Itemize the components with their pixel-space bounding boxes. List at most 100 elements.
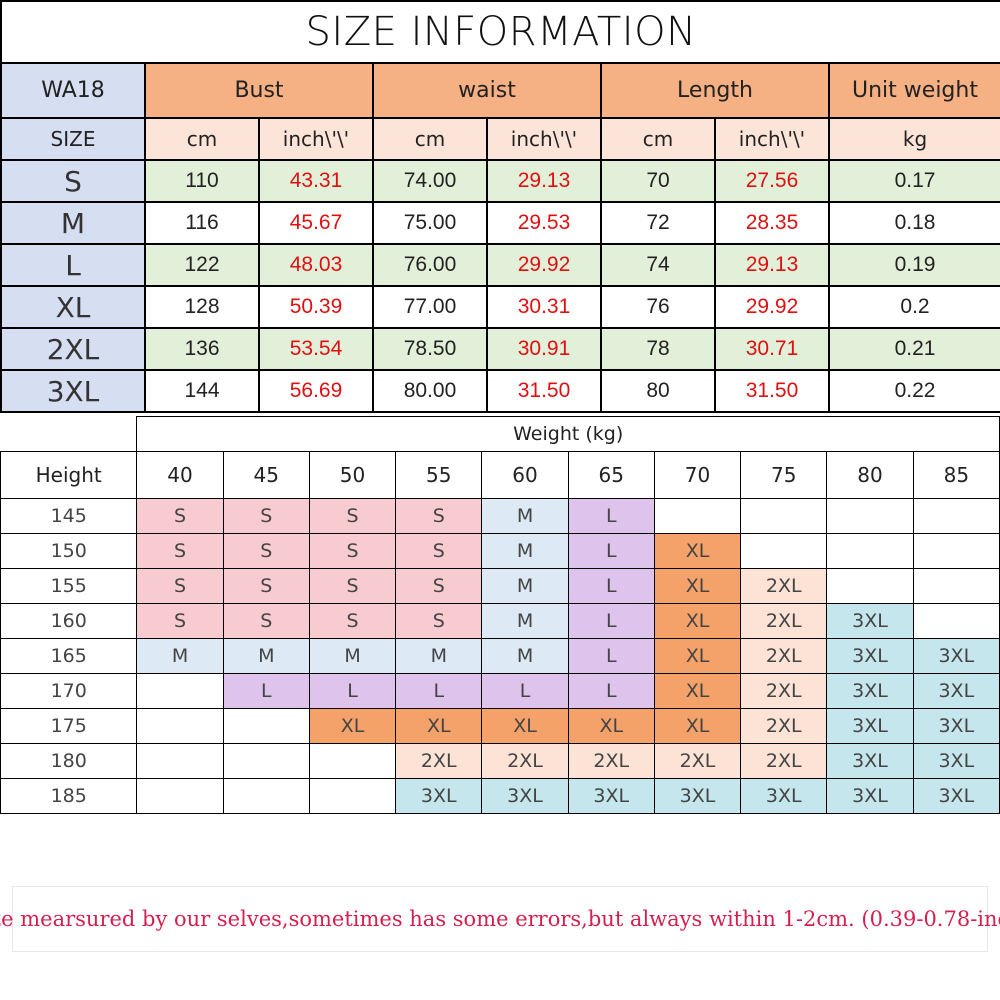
recommended-size-cell: 2XL xyxy=(740,708,828,744)
measurement-value: 29.53 xyxy=(486,201,602,245)
recommended-size-cell xyxy=(136,743,224,779)
measurement-value: 0.18 xyxy=(828,201,1000,245)
measurement-value: 0.21 xyxy=(828,327,1000,371)
height-label: 180 xyxy=(0,743,138,779)
bust-header: Bust xyxy=(144,62,374,119)
recommended-size-cell xyxy=(912,498,1000,534)
recommended-size-cell: 3XL xyxy=(826,708,914,744)
height-label: 160 xyxy=(0,603,138,639)
height-label: 170 xyxy=(0,673,138,709)
recommended-size-cell: S xyxy=(136,568,224,604)
weight-header: 85 xyxy=(912,451,1000,499)
recommended-size-cell: 3XL xyxy=(826,778,914,814)
recommended-size-cell xyxy=(740,533,828,569)
measurement-value: 76 xyxy=(600,285,716,329)
height-label: 145 xyxy=(0,498,138,534)
measurement-value: 0.22 xyxy=(828,369,1000,413)
weight-header: 40 xyxy=(136,451,224,499)
recommended-size-cell: 3XL xyxy=(481,778,569,814)
recommended-size-cell: L xyxy=(308,673,397,709)
weight-header: 75 xyxy=(740,451,828,499)
recommended-size-cell xyxy=(308,743,397,779)
recommended-size-cell: S xyxy=(395,498,483,534)
unit-header-row: SIZE cm inch\'\' cm inch\'\' cm inch\'\'… xyxy=(0,117,1000,161)
recommended-size-cell: XL xyxy=(653,708,742,744)
recommended-size-cell: XL xyxy=(395,708,483,744)
empty-corner xyxy=(0,416,138,452)
recommended-size-cell xyxy=(826,568,914,604)
size-row: L 122 48.03 76.00 29.92 74 29.13 0.19 xyxy=(0,243,1000,287)
recommended-size-cell: L xyxy=(567,603,655,639)
recommended-size-cell: S xyxy=(222,568,310,604)
weight-header: 65 xyxy=(567,451,655,499)
recommended-size-cell: S xyxy=(395,568,483,604)
recommended-size-cell xyxy=(222,778,310,814)
recommended-size-cell xyxy=(308,778,397,814)
unit-label: kg xyxy=(828,117,1000,161)
recommended-size-cell: 3XL xyxy=(567,778,655,814)
measurement-value: 77.00 xyxy=(372,285,488,329)
recommended-size-cell: 2XL xyxy=(740,638,828,674)
recommended-size-cell: 3XL xyxy=(912,673,1000,709)
recommended-size-cell xyxy=(222,708,310,744)
recommended-size-cell: XL xyxy=(308,708,397,744)
recommended-size-cell xyxy=(136,778,224,814)
size-label: S xyxy=(0,159,146,203)
waist-header: waist xyxy=(372,62,602,119)
weight-header: 70 xyxy=(653,451,742,499)
measurement-value: 29.92 xyxy=(486,243,602,287)
measurement-value: 128 xyxy=(144,285,260,329)
measurement-value: 75.00 xyxy=(372,201,488,245)
recommended-size-cell: XL xyxy=(653,673,742,709)
size-recommendation-chart: Weight (kg) Height 40 45 50 55 60 65 70 75 80 85 … xyxy=(0,416,1000,814)
recommended-size-cell xyxy=(826,533,914,569)
height-row: 180 2XL 2XL 2XL 2XL 2XL 3XL 3XL xyxy=(0,743,1000,779)
recommended-size-cell: M xyxy=(395,638,483,674)
height-label: 150 xyxy=(0,533,138,569)
measurement-value: 76.00 xyxy=(372,243,488,287)
recommended-size-cell: M xyxy=(481,533,569,569)
recommended-size-cell: 3XL xyxy=(826,638,914,674)
measurement-value: 56.69 xyxy=(258,369,374,413)
recommended-size-cell: M xyxy=(222,638,310,674)
recommended-size-cell: 3XL xyxy=(912,778,1000,814)
recommended-size-cell: M xyxy=(481,568,569,604)
size-label: M xyxy=(0,201,146,245)
recommended-size-cell: S xyxy=(308,533,397,569)
height-label: 155 xyxy=(0,568,138,604)
measurement-value: 45.67 xyxy=(258,201,374,245)
measurement-value: 31.50 xyxy=(714,369,830,413)
measurement-value: 122 xyxy=(144,243,260,287)
recommended-size-cell: XL xyxy=(653,533,742,569)
height-label: 175 xyxy=(0,708,138,744)
recommended-size-cell xyxy=(740,498,828,534)
recommended-size-cell xyxy=(653,498,742,534)
recommended-size-cell: S xyxy=(395,533,483,569)
recommended-size-cell: S xyxy=(136,533,224,569)
recommended-size-cell: S xyxy=(395,603,483,639)
size-label: 3XL xyxy=(0,369,146,413)
recommended-size-cell: S xyxy=(136,498,224,534)
measurement-value: 136 xyxy=(144,327,260,371)
measurement-value: 78.50 xyxy=(372,327,488,371)
recommended-size-cell xyxy=(136,708,224,744)
unit-label: inch\'\' xyxy=(486,117,602,161)
height-row: 165 M M M M M L XL 2XL 3XL 3XL xyxy=(0,638,1000,674)
weight-header: 80 xyxy=(826,451,914,499)
recommended-size-cell: S xyxy=(222,533,310,569)
recommended-size-cell: 2XL xyxy=(395,743,483,779)
measurement-value: 48.03 xyxy=(258,243,374,287)
recommended-size-cell: M xyxy=(308,638,397,674)
recommended-size-cell: S xyxy=(222,498,310,534)
recommended-size-cell: 3XL xyxy=(912,708,1000,744)
recommended-size-cell: 3XL xyxy=(826,603,914,639)
weight-header-row: Height 40 45 50 55 60 65 70 75 80 85 xyxy=(0,451,1000,499)
weight-title-row: Weight (kg) xyxy=(0,416,1000,452)
size-row: XL 128 50.39 77.00 30.31 76 29.92 0.2 xyxy=(0,285,1000,329)
size-information-table: SIZE INFORMATION WA18 Bust waist Length … xyxy=(0,0,1000,413)
height-row: 160 S S S S M L XL 2XL 3XL xyxy=(0,603,1000,639)
measurement-value: 72 xyxy=(600,201,716,245)
recommended-size-cell: XL xyxy=(653,603,742,639)
measurement-value: 0.17 xyxy=(828,159,1000,203)
recommended-size-cell xyxy=(912,568,1000,604)
